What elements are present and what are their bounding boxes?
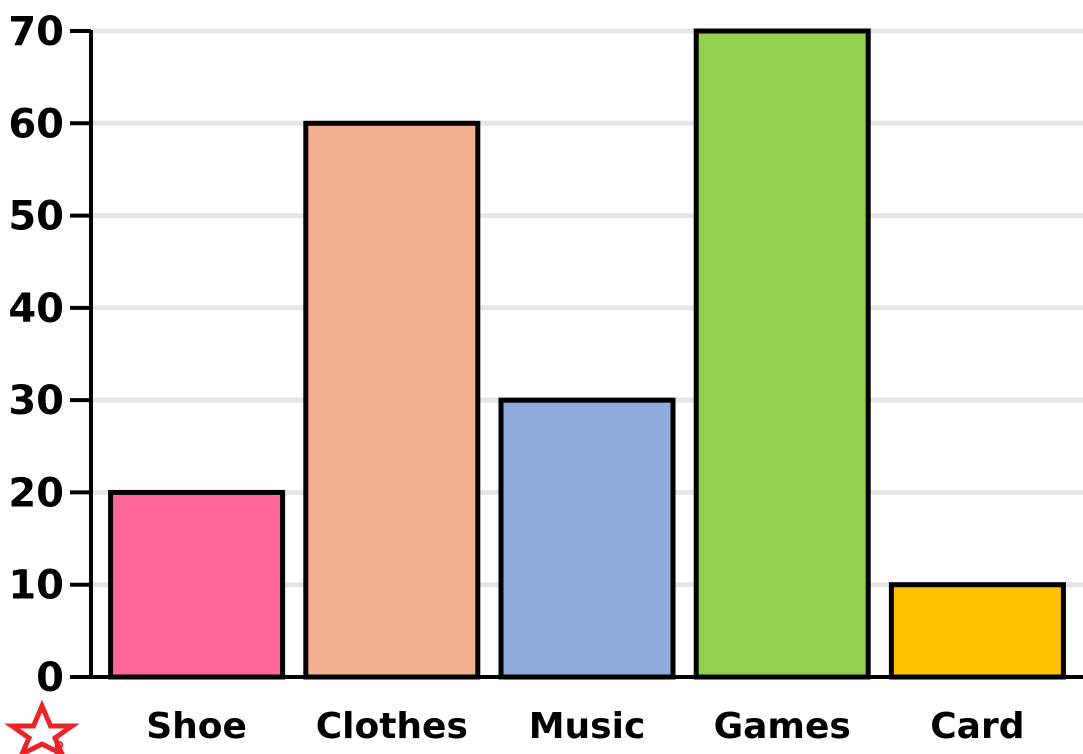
axes — [89, 30, 1083, 679]
x-tick-labels: Shoe Clothes Music Games Card — [146, 706, 1024, 747]
bar-clothes — [303, 120, 481, 680]
x-tick-label: Shoe — [146, 706, 247, 747]
y-tick-label: 30 — [8, 378, 64, 424]
y-tick-label: 0 — [36, 655, 64, 701]
y-tick-label: 50 — [8, 194, 64, 240]
y-tick-label: 20 — [8, 470, 64, 516]
y-tick-label: 60 — [8, 101, 64, 147]
star-badge-letter: P — [53, 738, 64, 754]
y-tick-label: 10 — [8, 563, 64, 609]
y-tick-label: 70 — [8, 9, 64, 55]
x-tick-label: Games — [714, 706, 851, 747]
x-tick-label: Card — [930, 706, 1024, 747]
star-icon: P — [4, 699, 80, 754]
bars — [108, 28, 1066, 680]
x-tick-label: Music — [529, 706, 646, 747]
x-tick-label: Clothes — [316, 706, 468, 747]
bar-music — [498, 397, 676, 680]
bar-shoe — [108, 489, 286, 680]
y-tick-label: 40 — [8, 286, 64, 332]
bar-card — [888, 582, 1066, 680]
bar-games — [693, 28, 871, 680]
y-tick-labels: 0 10 20 30 40 50 60 70 — [8, 9, 91, 701]
